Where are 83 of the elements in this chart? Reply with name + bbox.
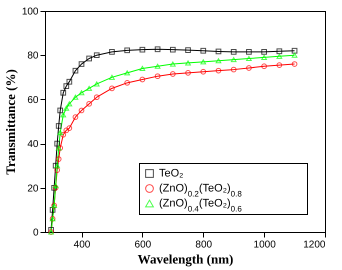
point: [63, 128, 70, 134]
point: [200, 48, 206, 54]
y-tick-label: 100: [22, 6, 39, 18]
point: [140, 46, 146, 53]
point: [109, 86, 115, 92]
point: [185, 70, 191, 76]
point: [94, 94, 100, 100]
point: [216, 48, 222, 54]
x-axis-title: Wavelength (nm): [138, 252, 234, 266]
point: [78, 108, 84, 114]
point: [66, 125, 72, 131]
point: [94, 52, 100, 58]
point: [60, 90, 66, 96]
point: [170, 46, 176, 53]
point: [292, 52, 298, 58]
point: [216, 58, 222, 64]
y-tick-label: 60: [27, 94, 39, 106]
point: [124, 47, 130, 54]
y-tick-label: 80: [27, 50, 39, 62]
point: [230, 66, 237, 72]
point: [78, 90, 84, 96]
point: [170, 71, 176, 77]
point: [230, 49, 237, 55]
point: [261, 54, 267, 60]
point: [63, 83, 70, 89]
point: [78, 61, 84, 67]
point: [154, 73, 160, 80]
point: [86, 100, 92, 107]
point: [57, 130, 64, 136]
point: [56, 123, 62, 129]
point: [200, 59, 206, 64]
point: [124, 80, 130, 86]
point: [63, 106, 70, 111]
point: [56, 156, 62, 162]
point: [60, 132, 66, 138]
x-tick-label: 1000: [254, 240, 276, 250]
point: [261, 63, 267, 70]
point: [154, 46, 160, 52]
x-tick-label: 600: [134, 240, 152, 250]
point: [86, 86, 92, 91]
point: [60, 112, 66, 118]
point: [54, 167, 60, 173]
x-tick-label: 1200: [303, 240, 326, 250]
point: [66, 78, 72, 85]
point: [276, 62, 282, 68]
point: [109, 49, 115, 55]
point: [72, 114, 78, 120]
point: [185, 60, 191, 66]
point: [124, 70, 130, 76]
point: [216, 68, 222, 74]
point: [246, 49, 252, 55]
point: [86, 56, 92, 62]
x-tick-label: 800: [195, 240, 213, 250]
point: [57, 108, 64, 114]
point: [230, 57, 237, 62]
y-tick-label: 0: [32, 228, 39, 238]
point: [54, 140, 60, 146]
point: [94, 81, 100, 86]
point: [261, 49, 267, 55]
point: [200, 68, 206, 75]
y-tick-label: 20: [27, 183, 39, 194]
point: [246, 56, 252, 62]
x-tick-label: 400: [74, 240, 91, 250]
point: [109, 74, 115, 80]
legend-label: TeO₂: [159, 168, 184, 180]
point: [50, 207, 56, 213]
point: [72, 94, 78, 100]
y-tick-label: 40: [27, 139, 39, 150]
point: [140, 66, 146, 71]
y-axis-title: Transmittance (%): [2, 69, 18, 175]
point: [292, 48, 298, 54]
point: [185, 47, 191, 53]
point: [72, 68, 78, 74]
legend-label: (ZnO)$_{0.4}$(TeO₂)$_{0.6}$: [159, 198, 242, 213]
point: [140, 76, 146, 82]
point: [66, 101, 72, 106]
point: [246, 65, 252, 71]
point: [52, 183, 58, 188]
point: [276, 54, 282, 59]
point: [276, 48, 282, 54]
point: [170, 62, 176, 67]
legend-label: (ZnO)$_{0.2}$(TeO₂)$_{0.8}$: [159, 182, 242, 198]
point: [154, 64, 160, 69]
